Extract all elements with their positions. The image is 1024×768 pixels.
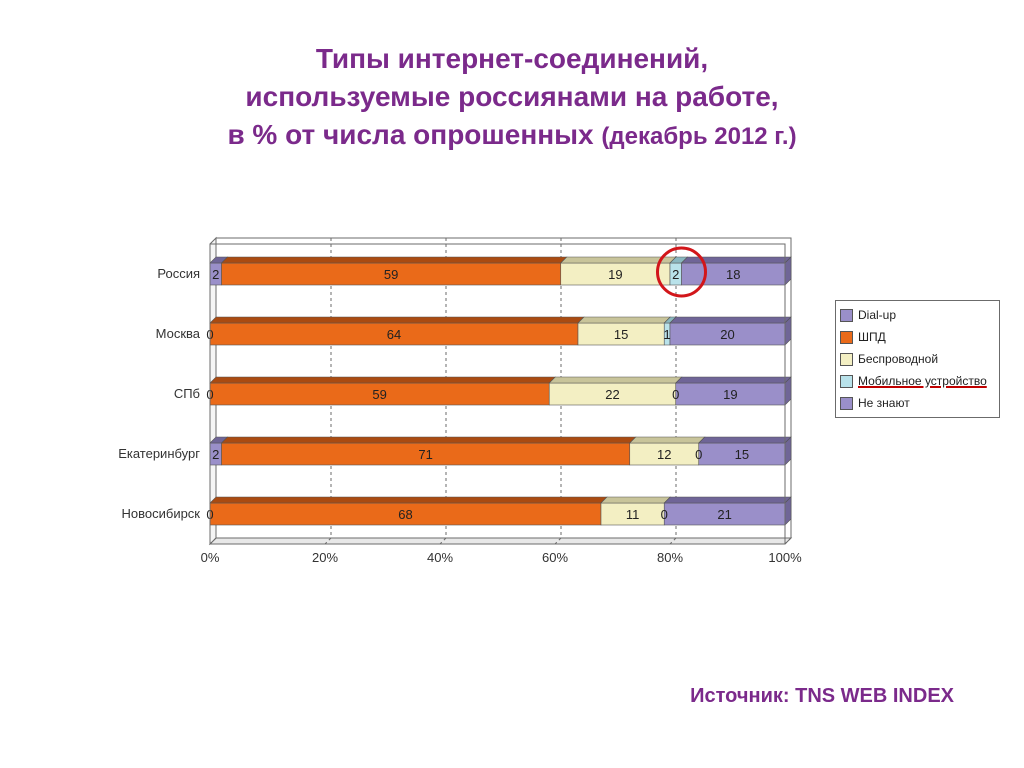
svg-text:0: 0	[661, 507, 668, 522]
svg-text:15: 15	[735, 447, 749, 462]
svg-text:11: 11	[626, 507, 640, 522]
title-line-3b: (декабрь 2012 г.)	[601, 123, 796, 150]
title-line-1: Типы интернет-соединений,	[60, 40, 964, 78]
legend-label: Мобильное устройство	[858, 374, 987, 388]
svg-text:0: 0	[695, 447, 702, 462]
svg-text:59: 59	[384, 267, 398, 282]
svg-text:Екатеринбург: Екатеринбург	[118, 446, 200, 461]
legend-label: Беспроводной	[858, 352, 938, 366]
svg-text:15: 15	[614, 327, 628, 342]
svg-text:Москва: Москва	[156, 326, 201, 341]
source-text: Источник: TNS WEB INDEX	[690, 685, 954, 707]
legend-swatch	[840, 331, 853, 344]
svg-text:20: 20	[720, 327, 734, 342]
legend-item: Не знают	[840, 392, 995, 414]
svg-text:40%: 40%	[427, 550, 453, 565]
svg-text:Новосибирск: Новосибирск	[122, 506, 201, 521]
svg-text:19: 19	[723, 387, 737, 402]
svg-text:0: 0	[672, 387, 679, 402]
title-line-3: в % от числа опрошенных (декабрь 2012 г.…	[60, 116, 964, 154]
svg-text:1: 1	[664, 327, 671, 342]
svg-text:2: 2	[212, 447, 219, 462]
chart-legend: Dial-up ШПД Беспроводной Мобильное устройст…	[835, 300, 1000, 418]
legend-item: ШПД	[840, 326, 995, 348]
svg-text:64: 64	[387, 327, 401, 342]
legend-label: Не знают	[858, 396, 910, 410]
svg-text:20%: 20%	[312, 550, 338, 565]
legend-swatch	[840, 375, 853, 388]
stacked-bar-chart: 0% 20% 40% 60% 80% 100% Россия 2 59 19 2 18 Москва 0 6…	[95, 234, 815, 574]
svg-text:59: 59	[372, 387, 386, 402]
svg-text:68: 68	[398, 507, 412, 522]
svg-text:100%: 100%	[768, 550, 802, 565]
svg-text:80%: 80%	[657, 550, 683, 565]
title-line-2: используемые россиянами на работе,	[60, 78, 964, 116]
svg-text:22: 22	[605, 387, 619, 402]
chart-container: 0% 20% 40% 60% 80% 100% Россия 2 59 19 2 18 Москва 0 6…	[95, 234, 925, 574]
svg-text:18: 18	[726, 267, 740, 282]
svg-text:60%: 60%	[542, 550, 568, 565]
source-attribution: Источник: TNS WEB INDEX	[690, 685, 954, 708]
legend-swatch	[840, 309, 853, 322]
svg-text:2: 2	[672, 267, 679, 282]
slide-title: Типы интернет-соединений, используемые р…	[60, 40, 964, 153]
legend-label: Dial-up	[858, 308, 896, 322]
legend-swatch	[840, 397, 853, 410]
legend-item: Мобильное устройство	[840, 370, 995, 392]
legend-item: Беспроводной	[840, 348, 995, 370]
legend-swatch	[840, 353, 853, 366]
legend-label: ШПД	[858, 330, 886, 344]
svg-text:СПб: СПб	[174, 386, 200, 401]
legend-item: Dial-up	[840, 304, 995, 326]
slide: Типы интернет-соединений, используемые р…	[0, 0, 1024, 768]
svg-text:2: 2	[212, 267, 219, 282]
svg-text:0%: 0%	[201, 550, 220, 565]
svg-text:Россия: Россия	[157, 266, 200, 281]
svg-text:12: 12	[657, 447, 671, 462]
svg-text:71: 71	[418, 447, 432, 462]
title-line-3a: в % от числа опрошенных	[227, 119, 601, 150]
svg-text:19: 19	[608, 267, 622, 282]
svg-text:21: 21	[717, 507, 731, 522]
